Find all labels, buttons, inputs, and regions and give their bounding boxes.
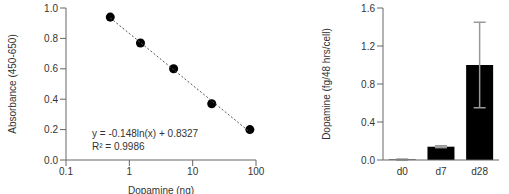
svg-text:10: 10 <box>187 166 199 177</box>
svg-text:0.8: 0.8 <box>361 79 375 90</box>
svg-text:0.2: 0.2 <box>44 124 58 135</box>
svg-text:Dopamine (fg/48 hrs/cell): Dopamine (fg/48 hrs/cell) <box>321 28 332 140</box>
svg-text:100: 100 <box>248 166 265 177</box>
svg-text:d0: d0 <box>397 166 409 177</box>
svg-text:d28: d28 <box>471 166 488 177</box>
svg-text:0.4: 0.4 <box>361 117 375 128</box>
svg-text:d7: d7 <box>435 166 447 177</box>
svg-text:0.1: 0.1 <box>59 166 73 177</box>
svg-text:Dopamine (ng): Dopamine (ng) <box>128 185 194 194</box>
html-text:y = -0.148ln(x) + 0.8327: y = -0.148ln(x) + 0.8327 <box>92 128 199 139</box>
svg-text:0.8: 0.8 <box>44 33 58 44</box>
svg-text:0.0: 0.0 <box>361 155 375 166</box>
svg-text:1: 1 <box>127 166 133 177</box>
svg-text:1.0: 1.0 <box>44 3 58 14</box>
html-text:R² = 0.9986: R² = 0.9986 <box>92 141 145 152</box>
svg-text:Absorbance (450-650): Absorbance (450-650) <box>8 34 18 134</box>
svg-text:0.0: 0.0 <box>44 155 58 166</box>
svg-text:0.4: 0.4 <box>44 94 58 105</box>
svg-text:1.2: 1.2 <box>361 41 375 52</box>
svg-text:1.6: 1.6 <box>361 3 375 14</box>
svg-text:0.6: 0.6 <box>44 63 58 74</box>
